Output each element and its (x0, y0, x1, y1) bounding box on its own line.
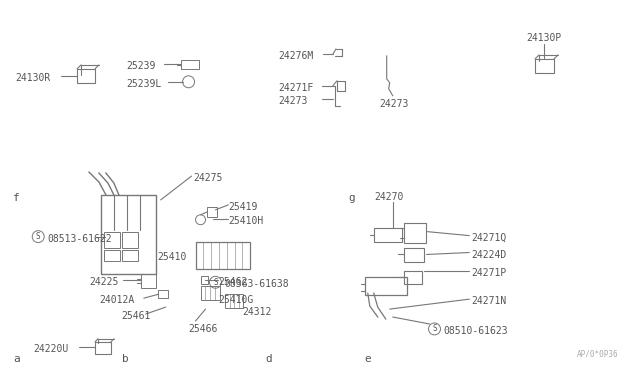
Text: 24271N: 24271N (471, 296, 507, 306)
Bar (180, 60, 198, 69)
Bar (404, 271, 422, 284)
Text: 24130P: 24130P (526, 33, 561, 43)
Text: g: g (349, 193, 355, 203)
Text: d: d (266, 354, 273, 364)
Text: 08513-61622: 08513-61622 (47, 234, 112, 244)
Bar (225, 294, 243, 308)
Bar (200, 276, 209, 284)
Bar (196, 241, 250, 269)
Text: 24276M: 24276M (278, 51, 314, 61)
Text: 25410: 25410 (157, 251, 187, 262)
Bar (104, 232, 120, 247)
Text: 25239: 25239 (126, 61, 156, 71)
Text: AP/0*0P36: AP/0*0P36 (577, 350, 619, 359)
Text: 25410G: 25410G (218, 295, 253, 305)
Bar (95, 342, 111, 354)
Text: 24271Q: 24271Q (471, 232, 507, 243)
Text: 24270: 24270 (375, 192, 404, 202)
Text: 25410H: 25410H (228, 216, 264, 226)
Bar (122, 232, 138, 247)
Bar (141, 274, 156, 288)
Text: S: S (36, 232, 40, 241)
Text: S: S (432, 324, 437, 333)
Text: 24312: 24312 (243, 307, 272, 317)
Bar (404, 247, 424, 262)
Text: 24273: 24273 (380, 99, 409, 109)
Bar (535, 59, 554, 73)
Text: 24220U: 24220U (33, 344, 68, 354)
Bar (157, 290, 168, 298)
Bar (404, 223, 426, 243)
Text: 25461: 25461 (121, 311, 150, 321)
Text: 24273: 24273 (278, 96, 308, 106)
Text: 08363-61638: 08363-61638 (225, 279, 289, 289)
Text: 25419: 25419 (228, 202, 258, 212)
Text: 24271F: 24271F (278, 83, 314, 93)
Bar (104, 250, 120, 262)
Bar (374, 228, 402, 241)
Bar (122, 250, 138, 262)
Bar (207, 207, 218, 217)
Text: a: a (13, 354, 20, 364)
Text: 24012A: 24012A (99, 295, 134, 305)
Bar (365, 277, 406, 295)
Bar (101, 195, 156, 274)
Bar (200, 286, 220, 300)
Text: f: f (13, 193, 20, 203)
Text: e: e (365, 354, 371, 364)
Text: 24225: 24225 (89, 277, 118, 287)
Text: 08510-61623: 08510-61623 (444, 326, 508, 336)
Text: 25462: 25462 (218, 277, 248, 287)
Text: 24271P: 24271P (471, 268, 507, 278)
Text: 25239L: 25239L (126, 79, 161, 89)
Text: 24224D: 24224D (471, 250, 507, 260)
Text: b: b (122, 354, 129, 364)
Text: 24130R: 24130R (15, 73, 51, 83)
Text: S: S (213, 278, 218, 287)
Text: 25466: 25466 (189, 324, 218, 334)
Text: 24275: 24275 (193, 173, 223, 183)
Bar (77, 69, 95, 83)
